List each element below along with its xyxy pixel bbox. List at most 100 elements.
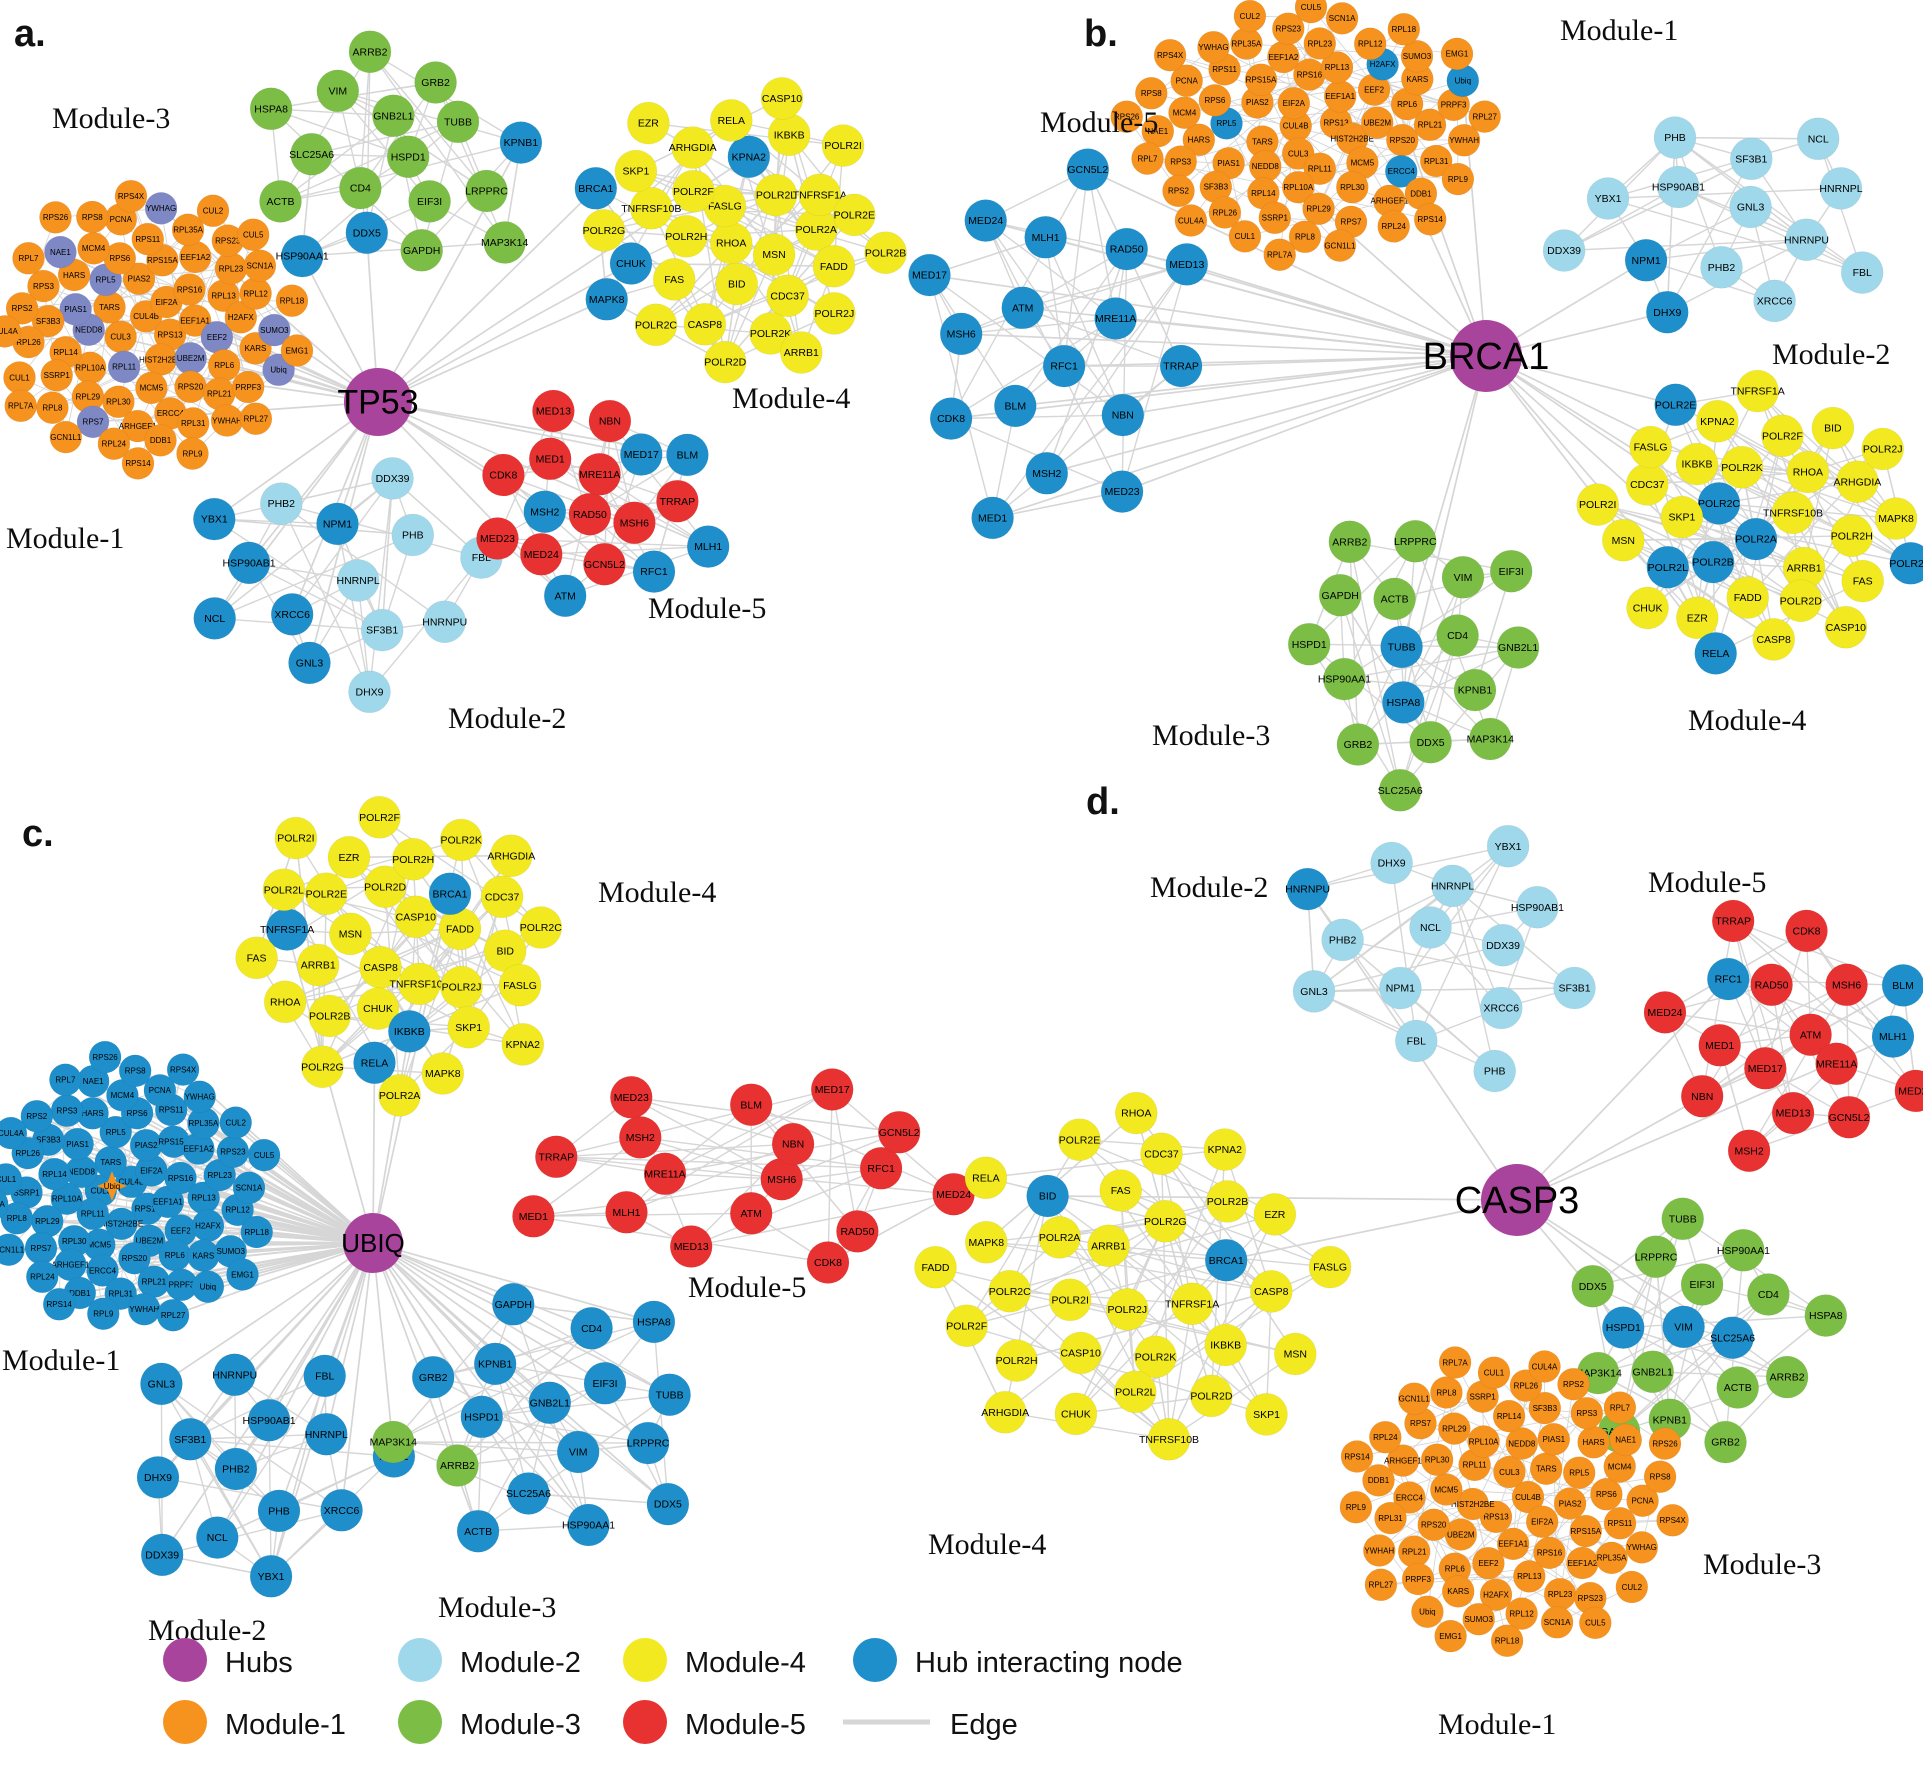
node-RPL8[interactable]: RPL8 [36,391,69,425]
node-GCN5L2[interactable]: GCN5L2 [1066,148,1110,191]
node-POLR2E[interactable]: POLR2E [1654,383,1697,427]
node-POLR2C[interactable]: POLR2C [988,1269,1031,1313]
node-KPNB1[interactable]: KPNB1 [473,1342,517,1386]
node-VIM[interactable]: VIM [316,69,360,113]
node-HARS[interactable]: HARS [1577,1426,1610,1459]
node-RPL29[interactable]: RPL29 [1438,1412,1471,1445]
node-GCN1L1[interactable]: GCN1L1 [1323,229,1357,262]
node-GRB2[interactable]: GRB2 [1704,1420,1747,1464]
node-TRRAP[interactable]: TRRAP [656,479,699,523]
node-RPL35A[interactable]: RPL35A [1595,1541,1628,1575]
node-GCN5L2[interactable]: GCN5L2 [583,542,626,586]
node-PIAS1[interactable]: PIAS1 [61,1127,94,1161]
node-TNFRSF1A[interactable]: TNFRSF1A [1730,369,1785,413]
node-MSH2[interactable]: MSH2 [1727,1129,1771,1172]
node-FADD[interactable]: FADD [914,1246,957,1289]
node-HSPA8[interactable]: HSPA8 [1804,1294,1848,1337]
node-MSN[interactable]: MSN [1602,518,1645,562]
node-RPL24[interactable]: RPL24 [25,1260,59,1294]
node-CDK8[interactable]: CDK8 [929,397,973,440]
node-RPS8[interactable]: RPS8 [118,1054,152,1088]
node-RPS26[interactable]: RPS26 [39,201,72,234]
node-NPM1[interactable]: NPM1 [1379,966,1422,1010]
node-PIAS1[interactable]: PIAS1 [1537,1423,1571,1456]
node-GAPDH[interactable]: GAPDH [1318,573,1362,617]
node-MED13[interactable]: MED13 [1165,243,1209,286]
node-POLR2K[interactable]: POLR2K [1720,445,1764,489]
node-FASLG[interactable]: FASLG [1629,425,1672,469]
node-HSP90AB1[interactable]: HSP90AB1 [1511,885,1564,929]
node-CUL2[interactable]: CUL2 [1233,0,1267,33]
node-RPL18[interactable]: RPL18 [240,1215,274,1249]
node-FAS[interactable]: FAS [652,258,696,301]
node-IKBKB[interactable]: IKBKB [1675,442,1719,486]
node-RPL9[interactable]: RPL9 [1441,162,1475,196]
node-YWHAH[interactable]: YWHAH [1363,1534,1396,1567]
node-POLR2H[interactable]: POLR2H [1830,514,1874,558]
node-DDX39[interactable]: DDX39 [371,457,414,500]
node-GRB2[interactable]: GRB2 [1336,723,1380,766]
node-CUL1[interactable]: CUL1 [1228,220,1262,253]
node-RELA[interactable]: RELA [1694,632,1737,675]
node-RPL10A[interactable]: RPL10A [1467,1425,1500,1458]
node-MSN[interactable]: MSN [1274,1332,1317,1376]
node-CD4[interactable]: CD4 [570,1307,613,1350]
node-RPS20[interactable]: RPS20 [1386,123,1419,157]
node-SSRP1[interactable]: SSRP1 [40,359,74,392]
node-YBX1[interactable]: YBX1 [1586,177,1630,220]
node-PHB2[interactable]: PHB2 [259,482,303,525]
node-BLM[interactable]: BLM [729,1083,773,1126]
node-POLR2D[interactable]: POLR2D [1190,1374,1233,1418]
node-CDC37[interactable]: CDC37 [480,875,524,919]
node-RHOA[interactable]: RHOA [263,980,307,1024]
node-YWHAH[interactable]: YWHAH [210,404,244,437]
node-ACTB[interactable]: ACTB [1373,577,1416,621]
node-DHX9[interactable]: DHX9 [1646,290,1689,334]
node-SKP1[interactable]: SKP1 [1660,495,1704,539]
node-TUBB[interactable]: TUBB [1661,1197,1704,1241]
node-FBL[interactable]: FBL [1395,1019,1438,1063]
node-EIF3I[interactable]: EIF3I [1489,549,1533,593]
node-HNRNPU[interactable]: HNRNPU [1285,867,1330,911]
node-RHOA[interactable]: RHOA [1115,1091,1158,1135]
node-NPM1[interactable]: NPM1 [316,502,359,546]
node-POLR2G[interactable]: POLR2G [1144,1200,1187,1243]
node-SF3B1[interactable]: SF3B1 [1553,966,1596,1010]
node-PRPF3[interactable]: PRPF3 [1401,1562,1435,1596]
node-POLR2A[interactable]: POLR2A [378,1074,421,1117]
node-HNRNPL[interactable]: HNRNPL [1819,167,1863,210]
node-RAD50[interactable]: RAD50 [1105,227,1148,271]
node-TARS[interactable]: TARS [94,1145,127,1179]
node-RPL12[interactable]: RPL12 [1353,27,1387,61]
node-Ubiq[interactable]: Ubiq [1446,64,1480,97]
node-ATM[interactable]: ATM [543,574,587,618]
node-EEF2[interactable]: EEF2 [1472,1546,1505,1580]
node-MAPK8[interactable]: MAPK8 [1874,497,1918,540]
node-EIF3I[interactable]: EIF3I [1680,1263,1724,1306]
node-SSRP1[interactable]: SSRP1 [1258,201,1292,235]
node-RPL7[interactable]: RPL7 [1603,1391,1637,1424]
node-EMG1[interactable]: EMG1 [226,1258,259,1291]
node-POLR2A[interactable]: POLR2A [1734,517,1778,561]
node-TRRAP[interactable]: TRRAP [1159,344,1203,388]
node-CUL3[interactable]: CUL3 [104,320,137,354]
node-HSP90AA1[interactable]: HSP90AA1 [276,234,329,278]
node-RPL7A[interactable]: RPL7A [1263,238,1296,271]
node-IKBKB[interactable]: IKBKB [387,1010,431,1053]
node-CD4[interactable]: CD4 [1436,614,1479,657]
node-RPL5[interactable]: RPL5 [1562,1456,1596,1489]
node-GCN1L1[interactable]: GCN1L1 [1397,1382,1431,1415]
hub-TP53[interactable]: TP53 [337,368,419,436]
node-POLR2J[interactable]: POLR2J [813,292,856,335]
node-NCL[interactable]: NCL [1796,117,1840,161]
node-POLR2B[interactable]: POLR2B [308,994,352,1038]
node-EZR[interactable]: EZR [1253,1193,1297,1236]
node-CDK8[interactable]: CDK8 [482,453,525,497]
node-MSH2[interactable]: MSH2 [523,490,567,534]
node-RPL27[interactable]: RPL27 [156,1298,190,1332]
node-POLR2C[interactable]: POLR2C [1697,482,1740,525]
node-PHB[interactable]: PHB [391,513,435,557]
node-Ubiq[interactable]: Ubiq [1411,1595,1444,1628]
node-EIF2A[interactable]: EIF2A [1525,1505,1559,1538]
node-SLC25A6[interactable]: SLC25A6 [289,132,334,176]
